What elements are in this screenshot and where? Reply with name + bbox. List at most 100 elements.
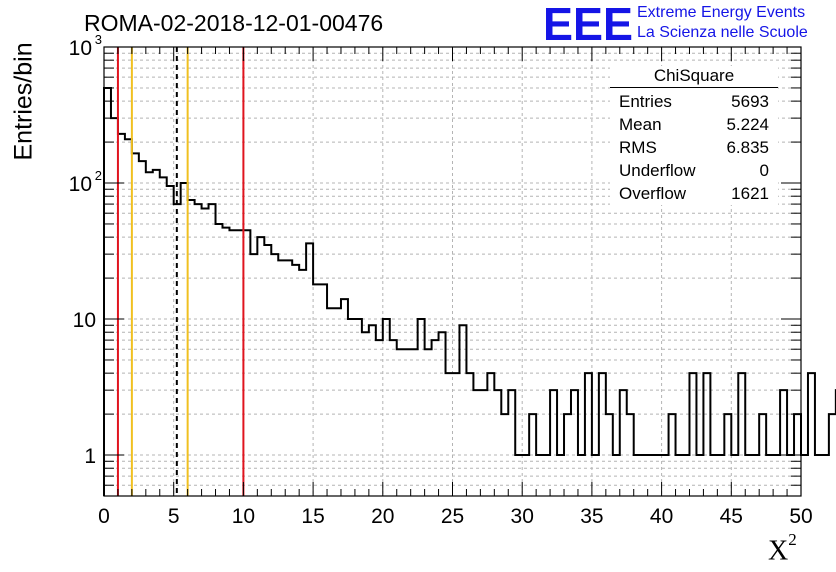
histogram-bin bbox=[118, 134, 125, 496]
histogram-bin bbox=[425, 349, 432, 496]
histogram-bin bbox=[229, 230, 236, 496]
y-axis-title: Entries/bin bbox=[9, 42, 38, 161]
histogram-bin bbox=[236, 230, 243, 496]
histogram-bin bbox=[494, 390, 501, 496]
histogram-bin bbox=[257, 237, 264, 496]
x-axis-title: X2 bbox=[768, 530, 797, 567]
histogram-bin bbox=[139, 161, 146, 496]
histogram-bin bbox=[508, 390, 515, 496]
run-title: ROMA-02-2018-12-01-00476 bbox=[84, 10, 384, 36]
histogram-bin bbox=[487, 373, 494, 496]
histogram-outline bbox=[103, 86, 836, 496]
histogram-bin bbox=[383, 319, 390, 496]
x-tick-label: 35 bbox=[580, 505, 603, 528]
histogram-bin bbox=[808, 373, 815, 496]
stats-value: 1621 bbox=[731, 184, 769, 203]
histogram-bin bbox=[689, 373, 696, 496]
histogram-bin bbox=[132, 153, 139, 496]
histogram-bin bbox=[271, 254, 278, 496]
stats-box: ChiSquare Entries 5693 Mean 5.224 RMS 6.835… bbox=[610, 66, 778, 205]
histogram-bin bbox=[822, 455, 829, 496]
histogram-bin bbox=[738, 373, 745, 496]
x-tick-label: 25 bbox=[441, 505, 464, 528]
stats-row-mean: Mean 5.224 bbox=[610, 113, 778, 136]
histogram-bin bbox=[222, 228, 229, 496]
histogram-bin bbox=[571, 390, 578, 496]
histogram-bin bbox=[459, 325, 466, 496]
histogram-bin bbox=[167, 186, 174, 496]
eee-logo: EEE bbox=[543, 4, 633, 44]
histogram-bin bbox=[480, 390, 487, 496]
histogram-bin bbox=[432, 340, 439, 496]
histogram-bin bbox=[801, 455, 808, 496]
logo-caption: Extreme Energy Events La Scienza nelle S… bbox=[637, 3, 808, 43]
histogram-bin bbox=[466, 373, 473, 496]
histogram-bin bbox=[153, 170, 160, 496]
x-tick-label: 20 bbox=[371, 505, 394, 528]
logo-line-2: La Scienza nelle Scuole bbox=[637, 24, 808, 41]
y-tick-label: 10 bbox=[69, 37, 92, 60]
stats-title: ChiSquare bbox=[610, 66, 778, 88]
histogram-bin bbox=[418, 319, 425, 496]
histogram-bin bbox=[411, 349, 418, 496]
histogram-bin bbox=[599, 373, 606, 496]
stats-value: 0 bbox=[759, 161, 769, 180]
histogram-bin bbox=[104, 88, 111, 496]
stats-label: Overflow bbox=[619, 184, 687, 203]
y-tick-label: 1 bbox=[84, 445, 96, 468]
histogram-bin bbox=[299, 270, 306, 496]
x-tick-label: 15 bbox=[301, 505, 324, 528]
stats-value: 5.224 bbox=[726, 115, 769, 134]
histogram-bin bbox=[146, 172, 153, 496]
stats-label: RMS bbox=[619, 138, 657, 157]
histogram-bin bbox=[550, 390, 557, 496]
histogram-bin bbox=[390, 340, 397, 496]
histogram-bin bbox=[620, 390, 627, 496]
histogram-bin bbox=[250, 254, 257, 496]
histogram-bin bbox=[446, 373, 453, 496]
stats-label: Entries bbox=[619, 92, 672, 111]
histogram-bin bbox=[473, 390, 480, 496]
eee-logo-letters: EEE bbox=[543, 4, 633, 44]
histogram-bin bbox=[285, 260, 292, 496]
y-tick-label: 10 bbox=[69, 173, 92, 196]
histogram-bin bbox=[815, 455, 822, 496]
histogram-bin bbox=[341, 299, 348, 496]
histogram-bin bbox=[585, 373, 592, 496]
histogram-bin bbox=[404, 349, 411, 496]
histogram-bin bbox=[188, 200, 195, 496]
histogram-bin bbox=[181, 183, 188, 496]
x-tick-label: 10 bbox=[232, 505, 255, 528]
histogram-bin bbox=[202, 208, 209, 496]
y-tick-exponent: 3 bbox=[95, 32, 102, 47]
histogram-bin bbox=[397, 349, 404, 496]
stats-row-rms: RMS 6.835 bbox=[610, 136, 778, 159]
histogram-bin bbox=[111, 118, 118, 496]
histogram-bin bbox=[125, 139, 132, 496]
histogram-bin bbox=[355, 319, 362, 496]
histogram-bin bbox=[209, 204, 216, 496]
x-tick-label: 5 bbox=[168, 505, 180, 528]
histogram-bin bbox=[160, 177, 167, 496]
histogram-bin bbox=[264, 245, 271, 496]
histogram-bin bbox=[829, 414, 836, 496]
stats-value: 6.835 bbox=[726, 138, 769, 157]
logo-line-1: Extreme Energy Events bbox=[637, 4, 806, 21]
stats-label: Underflow bbox=[619, 161, 696, 180]
stats-row-entries: Entries 5693 bbox=[610, 90, 778, 113]
histogram-bin bbox=[243, 230, 250, 496]
histogram-bin bbox=[369, 325, 376, 496]
stats-row-underflow: Underflow 0 bbox=[610, 159, 778, 182]
stats-row-overflow: Overflow 1621 bbox=[610, 182, 778, 205]
histogram-bin bbox=[278, 260, 285, 496]
x-tick-label: 30 bbox=[511, 505, 534, 528]
y-tick-label: 10 bbox=[73, 309, 96, 332]
stats-label: Mean bbox=[619, 115, 662, 134]
histogram-bin bbox=[703, 373, 710, 496]
histogram-bin bbox=[453, 373, 460, 496]
y-tick-exponent: 2 bbox=[95, 168, 102, 183]
stats-value: 5693 bbox=[731, 92, 769, 111]
x-tick-label: 45 bbox=[720, 505, 743, 528]
histogram-bin bbox=[306, 243, 313, 496]
x-tick-label: 40 bbox=[650, 505, 673, 528]
